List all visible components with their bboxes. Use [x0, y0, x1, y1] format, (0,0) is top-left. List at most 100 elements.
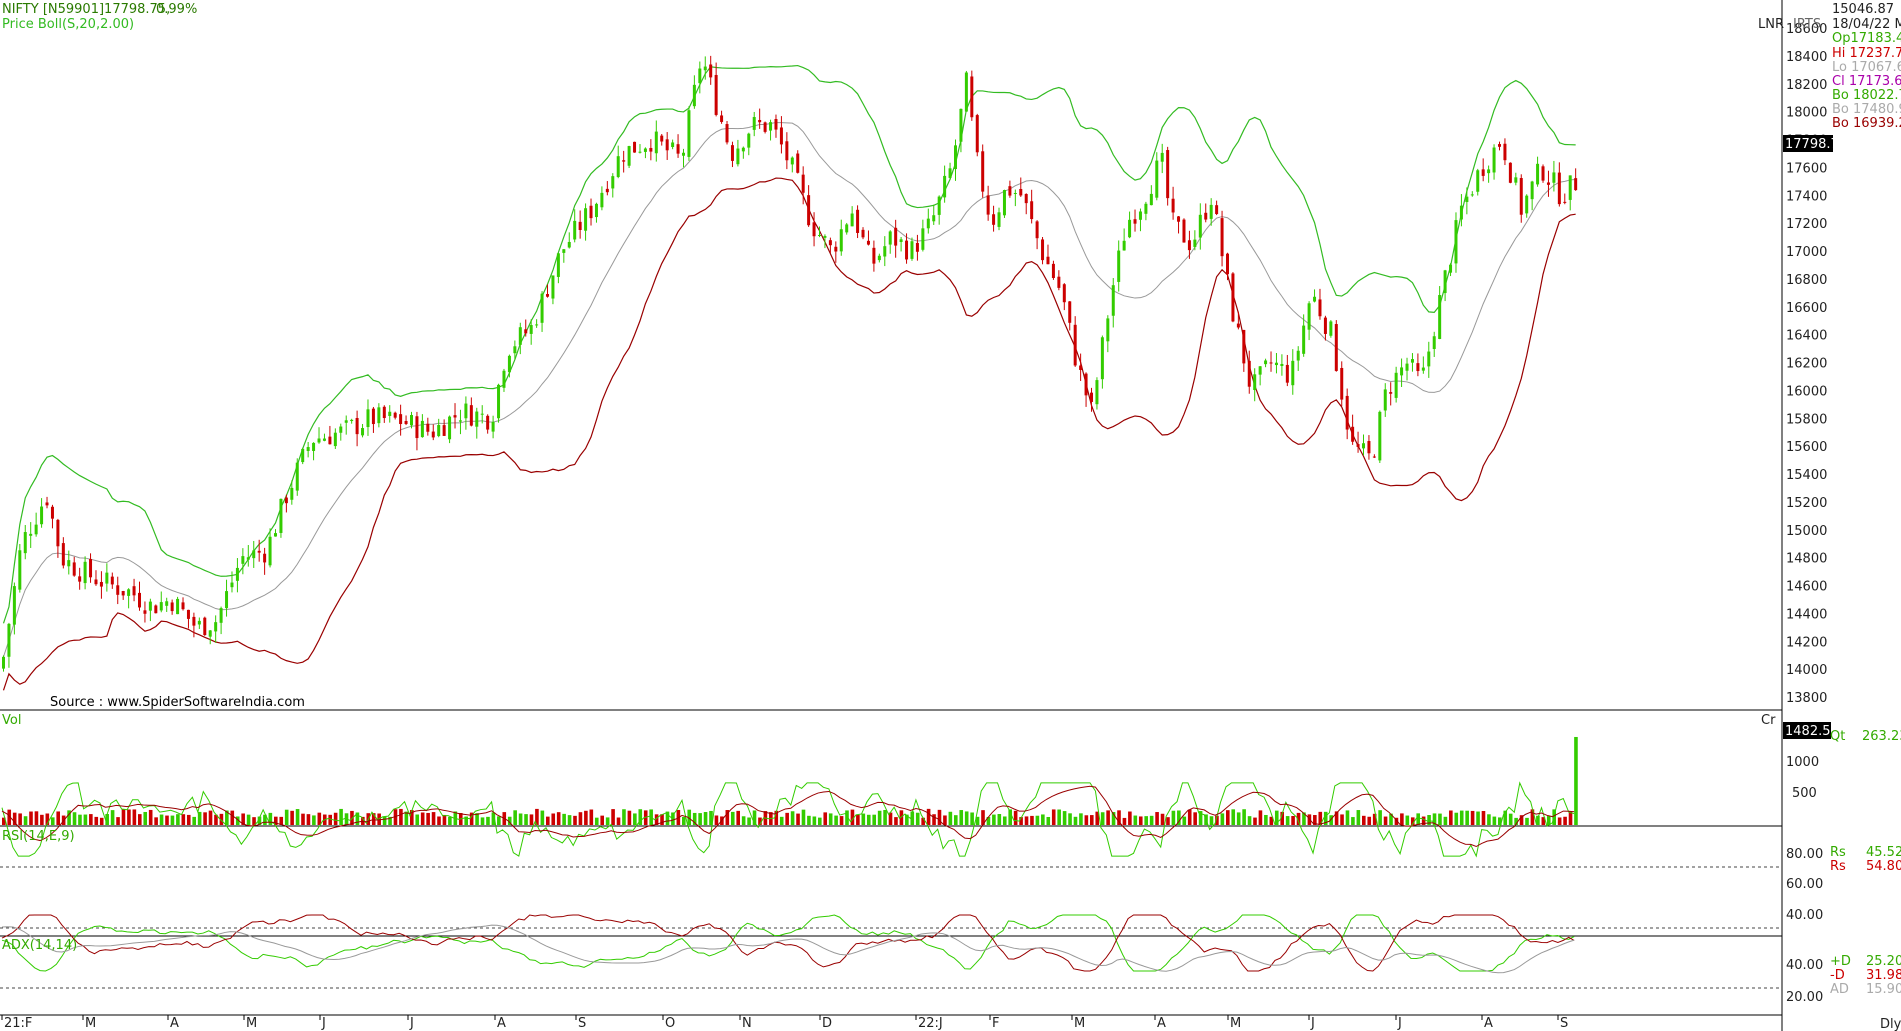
candle-body [845, 224, 849, 233]
candle-body [1155, 160, 1159, 198]
price-tick-label: 18000 [1786, 106, 1827, 121]
volume-bar [1383, 816, 1388, 825]
price-tick-label: 15800 [1786, 412, 1827, 427]
candle-body [513, 346, 517, 354]
candle-body [779, 127, 783, 145]
volume-bar [1410, 817, 1415, 825]
volume-bar [1177, 810, 1181, 825]
candle-body [1367, 441, 1371, 454]
volume-bars [2, 736, 1578, 825]
candle-body [159, 602, 163, 611]
candle-body [1253, 374, 1257, 391]
volume-bar [1019, 817, 1023, 825]
candle-body [1226, 253, 1229, 275]
candle-body [1095, 380, 1099, 405]
candle-body [78, 576, 82, 582]
candle-body [83, 561, 87, 584]
candle-body [1035, 221, 1039, 239]
rsi-label: RSI(14,E,9) [2, 829, 75, 844]
volume-bar [225, 810, 229, 825]
volume-bar [1030, 815, 1034, 825]
rsi-line [1, 781, 1575, 858]
candle-body [312, 442, 316, 451]
volume-bar [975, 816, 980, 825]
candle-body [1416, 363, 1420, 372]
volume-bar [257, 816, 262, 825]
volume-bar [1051, 809, 1056, 825]
candle-body [1002, 190, 1006, 216]
candle-body [225, 591, 229, 609]
axis-labels: 1860018400182001800017800176001740017200… [1, 22, 1827, 1031]
candle-body [1400, 367, 1404, 376]
volume-bar [567, 815, 572, 825]
candle-body [1182, 219, 1186, 243]
volume-bar [426, 812, 430, 825]
candle-body [943, 175, 947, 198]
candle-body [954, 145, 957, 170]
volume-bar [431, 812, 436, 825]
candle-body [796, 153, 800, 173]
volume-bar [529, 814, 534, 825]
volume-bar [165, 815, 169, 825]
volume-bar [823, 812, 828, 825]
candle-body [894, 227, 898, 246]
volume-bar [1193, 812, 1197, 825]
candle-body [442, 425, 446, 436]
candle-body [426, 423, 430, 432]
x-tick-label: J [1310, 1016, 1315, 1031]
candle-body [698, 68, 702, 84]
volume-bar [393, 809, 398, 825]
volume-bar [317, 812, 322, 825]
volume-bar [1345, 810, 1350, 825]
volume-bar [1454, 812, 1459, 825]
candle-body [1166, 150, 1170, 199]
candle-body [888, 231, 892, 245]
candle-body [148, 601, 152, 611]
rsi-tick-60: 60.00 [1786, 877, 1823, 892]
volume-bar [594, 817, 599, 825]
candle-body [1318, 299, 1322, 317]
candle-body [1568, 175, 1572, 200]
candle-body [263, 553, 267, 563]
volume-bar [943, 815, 947, 825]
volume-bar [415, 814, 420, 825]
volume-bar [1149, 815, 1154, 825]
volume-bar [584, 810, 588, 825]
volume-bar [774, 810, 779, 825]
candle-body [1307, 303, 1311, 330]
indicator-label: Price Boll(S,20,2.00) [2, 17, 134, 32]
candle-body [1372, 456, 1376, 458]
candle-body [61, 543, 65, 566]
volume-bar [1530, 809, 1535, 825]
candle-body [458, 420, 462, 422]
volume-bar [932, 814, 936, 825]
volume-bar [665, 811, 670, 825]
volume-bar [1546, 816, 1551, 825]
candle-body [18, 550, 22, 590]
volume-bar [954, 815, 958, 825]
volume-bar [894, 817, 898, 825]
candle-body [192, 616, 196, 626]
volume-bar [872, 814, 876, 825]
volume-bar [861, 813, 866, 825]
volume-bar [921, 817, 925, 825]
candle-body [127, 589, 131, 596]
candle-body [121, 591, 125, 596]
volume-bar [497, 816, 501, 825]
volume-bar [627, 810, 632, 825]
volume-bar [491, 812, 496, 825]
volume-bar [1285, 816, 1290, 825]
volume-bar [1389, 813, 1393, 825]
info-close: Cl 17173.65 [1832, 74, 1901, 89]
volume-bar [464, 816, 468, 825]
candle-body [410, 415, 413, 426]
x-tick-label: N [742, 1016, 752, 1031]
candle-body [34, 524, 38, 535]
candle-body [546, 294, 549, 297]
candle-body [143, 610, 147, 614]
candle-body [252, 550, 256, 559]
info-date: 18/04/22 Mo [1832, 17, 1901, 32]
last-price-box [1783, 135, 1833, 152]
volume-bar [192, 816, 196, 825]
